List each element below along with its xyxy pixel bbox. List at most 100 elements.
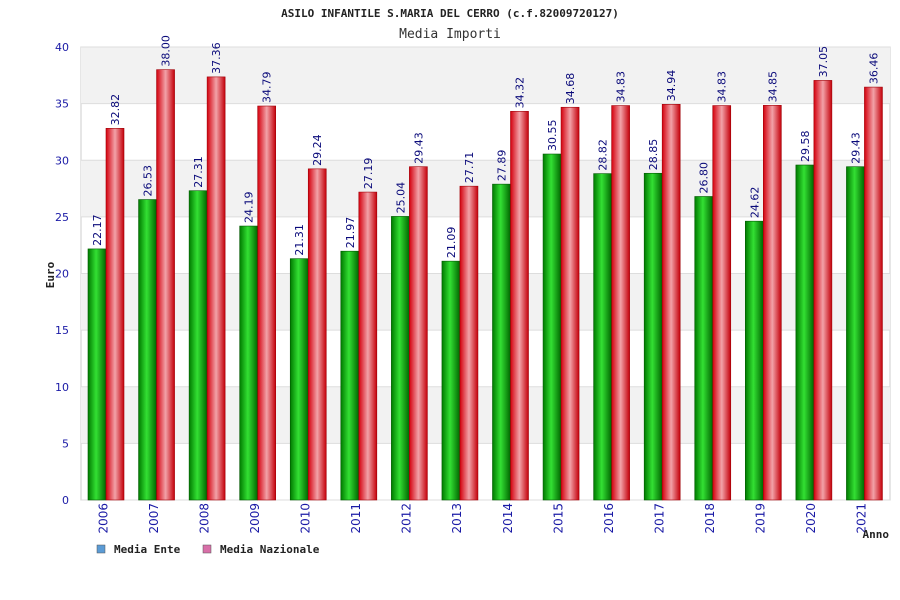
- x-tick-label: 2011: [349, 503, 363, 534]
- data-label: 27.71: [463, 152, 476, 184]
- x-tick-label: 2019: [754, 503, 768, 534]
- data-label: 34.83: [716, 71, 729, 103]
- data-label: 27.19: [362, 158, 375, 190]
- bar-media-nazionale: [661, 104, 681, 501]
- data-label: 22.17: [91, 214, 104, 246]
- data-label: 34.79: [261, 72, 274, 104]
- data-label: 24.62: [748, 187, 761, 219]
- data-label: 34.94: [665, 70, 678, 102]
- bar-media-nazionale: [763, 105, 782, 501]
- data-label: 32.82: [109, 94, 122, 126]
- data-label: 26.53: [142, 165, 155, 197]
- bars: [87, 69, 883, 501]
- bar-media-ente: [542, 153, 562, 501]
- x-axis-ticks: 2006 2007 2008 2009 2010 2011 2012 2013 2014 2015…: [96, 503, 868, 534]
- bar-media-nazionale: [257, 105, 276, 501]
- x-tick-label: 2008: [197, 503, 211, 534]
- data-label: 30.55: [546, 120, 559, 152]
- y-tick-label: 20: [55, 268, 69, 281]
- data-label: 34.85: [766, 71, 779, 103]
- y-tick-label: 10: [55, 381, 69, 394]
- data-label: 24.19: [243, 192, 256, 224]
- bar-media-nazionale: [712, 105, 732, 501]
- bar-media-ente: [593, 173, 612, 501]
- y-tick-label: 15: [55, 324, 69, 337]
- data-label: 21.97: [344, 217, 357, 249]
- x-tick-label: 2020: [804, 503, 818, 534]
- x-tick-label: 2017: [652, 503, 666, 534]
- data-label: 27.31: [192, 156, 205, 188]
- legend-swatch-media-nazionale: [202, 544, 212, 554]
- y-tick-label: 40: [55, 41, 69, 54]
- x-tick-label: 2015: [551, 503, 565, 534]
- data-label: 26.80: [698, 162, 711, 194]
- data-label: 28.82: [597, 139, 610, 171]
- legend-item-media-nazionale: Media Nazionale: [202, 543, 320, 556]
- bar-media-nazionale: [156, 69, 175, 501]
- data-label: 28.85: [647, 139, 660, 171]
- y-axis-ticks: 0 5 10 15 20 25 30 35 40: [55, 41, 69, 507]
- y-axis-title: Euro: [44, 261, 57, 288]
- y-tick-label: 35: [55, 98, 69, 111]
- legend-label-media-nazionale: Media Nazionale: [220, 543, 320, 556]
- bar-media-ente: [289, 258, 309, 501]
- plot-area: 22.17 32.82 26.53 38.00 27.31 37.36 24.19 34.79…: [80, 35, 891, 501]
- x-tick-label: 2013: [450, 503, 464, 534]
- x-tick-label: 2018: [703, 503, 717, 534]
- bar-media-nazionale: [307, 168, 327, 501]
- data-label: 38.00: [160, 35, 173, 67]
- bar-media-ente: [643, 172, 663, 501]
- bar-media-nazionale: [510, 111, 529, 501]
- legend: Media Ente Media Nazionale: [96, 543, 320, 556]
- legend-swatch-media-ente: [96, 544, 106, 554]
- y-tick-label: 25: [55, 211, 69, 224]
- y-tick-label: 5: [62, 437, 69, 450]
- data-label: 29.24: [311, 134, 324, 166]
- x-tick-label: 2010: [299, 503, 313, 534]
- data-label: 29.58: [799, 131, 812, 163]
- data-label: 21.31: [293, 224, 306, 256]
- x-tick-label: 2014: [501, 503, 515, 534]
- bar-media-nazionale: [459, 185, 479, 501]
- chart-subtitle: Media Importi: [399, 27, 501, 42]
- bar-media-ente: [138, 199, 157, 501]
- x-tick-label: 2009: [248, 503, 262, 534]
- bar-media-ente: [492, 183, 511, 501]
- data-label: 34.83: [615, 71, 628, 103]
- bar-media-ente: [795, 164, 815, 501]
- bar-media-nazionale: [813, 80, 833, 501]
- x-tick-label: 2012: [400, 503, 414, 534]
- x-tick-label: 2016: [602, 503, 616, 534]
- data-label: 21.09: [445, 227, 458, 259]
- x-tick-label: 2021: [855, 503, 869, 534]
- bar-media-ente: [391, 216, 410, 501]
- bar-media-ente: [694, 196, 714, 501]
- bar-media-ente: [340, 250, 360, 501]
- bar-media-ente: [188, 190, 208, 501]
- data-label: 25.04: [394, 182, 407, 214]
- bar-media-ente: [745, 220, 764, 501]
- bar-media-nazionale: [206, 76, 226, 501]
- data-label: 27.89: [496, 150, 509, 182]
- data-label: 34.68: [564, 73, 577, 105]
- bar-media-ente: [87, 248, 107, 501]
- bar-media-nazionale: [105, 128, 125, 501]
- bar-media-ente: [239, 225, 258, 501]
- data-label: 34.32: [514, 77, 527, 109]
- bar-media-nazionale: [358, 191, 378, 501]
- value-labels: 22.17 32.82 26.53 38.00 27.31 37.36 24.19 34.79…: [91, 35, 880, 258]
- data-label: 29.43: [849, 132, 862, 164]
- bar-media-nazionale: [409, 166, 428, 501]
- data-label: 29.43: [412, 132, 425, 164]
- chart-title: ASILO INFANTILE S.MARIA DEL CERRO (c.f.8…: [281, 7, 619, 20]
- x-axis-title: Anno: [863, 528, 890, 541]
- x-tick-label: 2007: [147, 503, 161, 534]
- legend-item-media-ente: Media Ente: [96, 543, 181, 556]
- bar-media-ente: [441, 260, 461, 501]
- legend-label-media-ente: Media Ente: [114, 543, 181, 556]
- data-label: 37.05: [817, 46, 830, 78]
- bar-media-nazionale: [611, 105, 630, 501]
- bar-media-ente: [846, 166, 865, 501]
- bar-media-nazionale: [560, 106, 580, 501]
